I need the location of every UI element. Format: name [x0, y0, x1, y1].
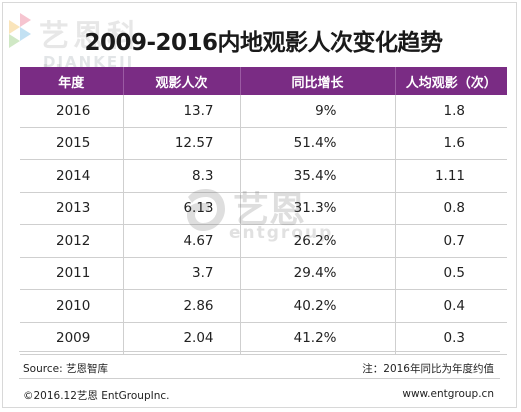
cell-growth: 29.4% [240, 257, 396, 290]
cell-year: 2014 [20, 159, 124, 193]
header-per-capita: 人均观影（次） [395, 67, 507, 95]
table-row: 2013 6.13 31.3% 0.8 [20, 192, 507, 225]
logo-text-en: DIANKEJI [43, 53, 135, 71]
cell-year: 2010 [20, 289, 124, 323]
cell-growth: 51.4% [240, 127, 396, 160]
cell-admissions: 2.04 [123, 322, 241, 355]
cell-per-capita: 0.8 [395, 192, 507, 225]
cell-growth: 26.2% [240, 224, 396, 258]
table-row: 2014 8.3 35.4% 1.11 [20, 159, 507, 193]
footnote: 注：2016年同比为年度约值 [362, 363, 494, 375]
cell-admissions: 6.13 [123, 192, 241, 225]
cell-admissions: 13.7 [123, 95, 241, 128]
cell-per-capita: 0.7 [395, 224, 507, 258]
page-title: 2009-2016内地观影人次变化趋势 [84, 30, 443, 56]
cell-year: 2012 [20, 224, 124, 258]
logo-mark-icon [9, 13, 31, 48]
table-row: 2010 2.86 40.2% 0.4 [20, 289, 507, 323]
infographic-frame: 艺恩科技 DIANKEJI 2009-2016内地观影人次变化趋势 年度 观影人… [2, 2, 517, 408]
cell-per-capita: 0.5 [395, 257, 507, 290]
cell-per-capita: 1.8 [395, 95, 507, 128]
cell-year: 2016 [20, 95, 124, 128]
header-year: 年度 [20, 67, 124, 95]
cell-admissions: 8.3 [123, 159, 241, 193]
data-table: 年度 观影人次 同比增长 人均观影（次） 2016 13.7 9% 1.8 20… [20, 67, 507, 355]
header-yoy-growth: 同比增长 [240, 67, 396, 95]
footer-divider [19, 378, 500, 379]
table-row: 2015 12.57 51.4% 1.6 [20, 127, 507, 160]
cell-admissions: 4.67 [123, 224, 241, 258]
cell-growth: 41.2% [240, 322, 396, 355]
cell-growth: 31.3% [240, 192, 396, 225]
copyright: ©2016.12艺恩 EntGroupInc. [23, 390, 170, 402]
table-row: 2009 2.04 41.2% 0.3 [20, 322, 507, 355]
footer-divider [19, 351, 500, 352]
cell-per-capita: 0.4 [395, 289, 507, 323]
source-note: Source: 艺恩智库 [23, 363, 108, 375]
cell-year: 2009 [20, 322, 124, 355]
website-link[interactable]: www.entgroup.cn [402, 388, 494, 400]
cell-year: 2011 [20, 257, 124, 290]
cell-year: 2013 [20, 192, 124, 225]
table-row: 2012 4.67 26.2% 0.7 [20, 224, 507, 258]
cell-per-capita: 1.11 [395, 159, 507, 193]
cell-admissions: 12.57 [123, 127, 241, 160]
cell-per-capita: 1.6 [395, 127, 507, 160]
cell-admissions: 3.7 [123, 257, 241, 290]
cell-year: 2015 [20, 127, 124, 160]
header-admissions: 观影人次 [123, 67, 241, 95]
cell-per-capita: 0.3 [395, 322, 507, 355]
cell-growth: 9% [240, 95, 396, 128]
table-row: 2016 13.7 9% 1.8 [20, 95, 507, 128]
table-header-row: 年度 观影人次 同比增长 人均观影（次） [20, 67, 507, 95]
cell-admissions: 2.86 [123, 289, 241, 323]
table-row: 2011 3.7 29.4% 0.5 [20, 257, 507, 290]
cell-growth: 35.4% [240, 159, 396, 193]
cell-growth: 40.2% [240, 289, 396, 323]
